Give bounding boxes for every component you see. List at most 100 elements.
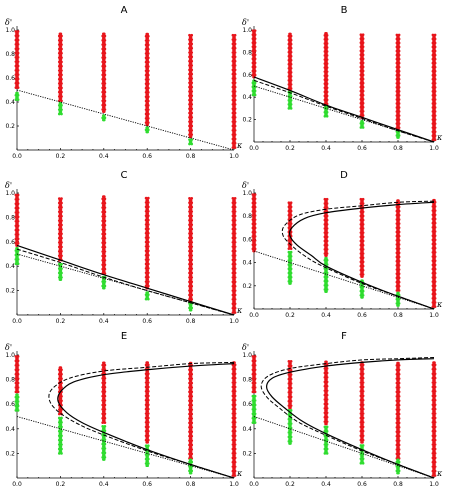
unstable-point bbox=[144, 429, 148, 433]
unstable-point bbox=[146, 238, 149, 242]
unstable-point bbox=[323, 380, 327, 384]
stable-point bbox=[16, 395, 20, 399]
x-tick-label: 0.0 bbox=[249, 145, 259, 152]
unstable-point bbox=[253, 207, 256, 211]
unstable-point bbox=[189, 207, 193, 211]
unstable-point bbox=[190, 439, 194, 442]
unstable-point bbox=[144, 284, 148, 288]
unstable-point bbox=[251, 209, 255, 213]
stable-point bbox=[253, 403, 257, 407]
unstable-point bbox=[190, 68, 194, 72]
unstable-point bbox=[361, 436, 364, 440]
unstable-point bbox=[323, 411, 327, 415]
unstable-point bbox=[102, 84, 106, 88]
unstable-point bbox=[361, 407, 365, 411]
unstable-point bbox=[233, 458, 236, 462]
unstable-point bbox=[325, 237, 328, 241]
x-tick-label: 0.2 bbox=[285, 145, 295, 152]
stable-point bbox=[287, 250, 291, 254]
unstable-point bbox=[325, 422, 328, 426]
unstable-point bbox=[59, 392, 63, 396]
y-axis-label: δ' bbox=[242, 181, 249, 190]
stable-point bbox=[57, 429, 61, 433]
unstable-point bbox=[325, 382, 328, 386]
unstable-point bbox=[190, 276, 194, 279]
unstable-point bbox=[16, 390, 20, 394]
unstable-point bbox=[189, 87, 193, 91]
panel-e: E0.0 0.2 0.4 0.6 0.8 1.00.20.40.60.81.0κδ' bbox=[5, 331, 243, 488]
unstable-point bbox=[146, 416, 150, 420]
unstable-point bbox=[189, 406, 193, 409]
unstable-point bbox=[433, 253, 436, 256]
stable-point bbox=[397, 460, 401, 464]
unstable-point bbox=[189, 375, 193, 378]
unstable-point bbox=[144, 39, 148, 42]
stable-point bbox=[253, 419, 256, 422]
unstable-point bbox=[103, 51, 107, 55]
unstable-point bbox=[397, 366, 400, 369]
unstable-point bbox=[189, 122, 193, 126]
stable-point bbox=[289, 431, 293, 434]
unstable-point bbox=[146, 58, 149, 62]
stable-point bbox=[60, 425, 63, 429]
unstable-point bbox=[103, 219, 107, 223]
unstable-point bbox=[395, 386, 399, 389]
unstable-point bbox=[189, 229, 193, 233]
unstable-point bbox=[190, 205, 194, 209]
unstable-point bbox=[14, 202, 18, 206]
unstable-point bbox=[233, 401, 236, 404]
unstable-point bbox=[433, 236, 436, 240]
unstable-point bbox=[188, 64, 191, 67]
unstable-point bbox=[14, 390, 18, 394]
stable-point bbox=[146, 126, 149, 130]
unstable-point bbox=[361, 273, 365, 276]
unstable-point bbox=[361, 264, 365, 268]
unstable-point bbox=[16, 200, 19, 203]
unstable-point bbox=[233, 109, 236, 113]
unstable-point bbox=[233, 221, 236, 224]
unstable-point bbox=[231, 311, 235, 314]
unstable-point bbox=[233, 124, 237, 128]
unstable-point bbox=[101, 108, 105, 111]
unstable-point bbox=[16, 68, 20, 72]
unstable-point bbox=[431, 421, 435, 424]
unstable-point bbox=[359, 416, 363, 420]
unstable-point bbox=[103, 60, 107, 64]
unstable-point bbox=[144, 416, 148, 420]
stable-point bbox=[323, 258, 327, 262]
x-tick-label: 0.4 bbox=[321, 481, 331, 488]
unstable-point bbox=[233, 306, 237, 310]
unstable-point bbox=[60, 232, 63, 236]
unstable-point bbox=[188, 386, 191, 389]
unstable-point bbox=[361, 432, 364, 435]
unstable-point bbox=[233, 107, 237, 111]
unstable-point bbox=[233, 405, 236, 409]
unstable-point bbox=[16, 202, 20, 206]
unstable-point bbox=[361, 387, 364, 391]
unstable-point bbox=[359, 202, 363, 205]
stable-point bbox=[287, 417, 291, 421]
unstable-point bbox=[188, 417, 191, 420]
unstable-point bbox=[251, 381, 255, 385]
unstable-point bbox=[146, 43, 150, 47]
unstable-point bbox=[14, 386, 18, 389]
unstable-point bbox=[231, 258, 235, 262]
unstable-point bbox=[189, 238, 193, 242]
unstable-point bbox=[231, 124, 235, 128]
stable-point bbox=[146, 455, 149, 459]
unstable-point bbox=[323, 407, 327, 410]
unstable-point bbox=[231, 249, 235, 253]
unstable-point bbox=[431, 296, 435, 300]
unstable-point bbox=[231, 77, 235, 80]
unstable-point bbox=[325, 206, 329, 209]
unstable-point bbox=[103, 412, 107, 416]
unstable-point bbox=[397, 392, 400, 396]
unstable-point bbox=[16, 206, 20, 210]
stable-point bbox=[325, 429, 329, 433]
unstable-point bbox=[233, 254, 237, 257]
stable-point bbox=[60, 443, 63, 446]
unstable-point bbox=[289, 386, 293, 390]
unstable-point bbox=[190, 55, 194, 59]
unstable-point bbox=[397, 251, 401, 255]
unstable-point bbox=[190, 448, 194, 451]
